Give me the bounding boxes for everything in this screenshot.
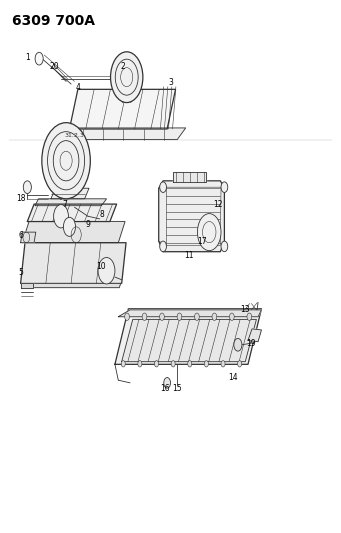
Circle shape — [212, 313, 217, 320]
Text: 31.2.3: 31.2.3 — [64, 133, 84, 138]
Circle shape — [98, 257, 115, 284]
Text: 10: 10 — [97, 262, 106, 271]
Circle shape — [171, 361, 175, 367]
Polygon shape — [51, 188, 89, 199]
Circle shape — [35, 52, 43, 65]
Circle shape — [160, 241, 166, 252]
Text: 8: 8 — [99, 210, 104, 219]
Circle shape — [160, 313, 164, 320]
Polygon shape — [61, 128, 186, 140]
Polygon shape — [35, 199, 106, 206]
Polygon shape — [27, 204, 117, 222]
Text: 4: 4 — [75, 83, 80, 92]
Polygon shape — [22, 222, 125, 243]
Text: 2: 2 — [121, 62, 126, 71]
Text: 13: 13 — [240, 305, 249, 314]
Circle shape — [63, 217, 75, 236]
Circle shape — [121, 361, 125, 367]
Polygon shape — [115, 309, 262, 365]
Polygon shape — [159, 181, 224, 252]
Circle shape — [160, 182, 166, 192]
Text: 16: 16 — [161, 384, 170, 393]
Circle shape — [154, 361, 159, 367]
Circle shape — [125, 313, 129, 320]
Polygon shape — [122, 319, 256, 362]
Text: 7: 7 — [62, 199, 67, 208]
Circle shape — [177, 313, 182, 320]
Circle shape — [204, 361, 208, 367]
Polygon shape — [21, 284, 121, 288]
Circle shape — [138, 361, 142, 367]
Polygon shape — [173, 172, 206, 182]
Text: 9: 9 — [86, 220, 90, 229]
Circle shape — [234, 338, 242, 351]
Circle shape — [42, 123, 90, 199]
Circle shape — [221, 361, 225, 367]
Circle shape — [188, 361, 192, 367]
Circle shape — [238, 361, 242, 367]
Text: 17: 17 — [198, 237, 207, 246]
Polygon shape — [20, 243, 126, 284]
Circle shape — [221, 241, 228, 252]
Polygon shape — [20, 284, 33, 288]
Circle shape — [197, 214, 221, 251]
Circle shape — [229, 313, 234, 320]
Text: 6309 700A: 6309 700A — [12, 14, 95, 28]
Text: 12: 12 — [213, 199, 222, 208]
Text: 3: 3 — [168, 78, 173, 87]
Circle shape — [54, 205, 69, 228]
Text: 18: 18 — [16, 195, 25, 203]
Text: 20: 20 — [49, 62, 59, 71]
Circle shape — [221, 182, 228, 192]
Text: 14: 14 — [228, 373, 238, 382]
Polygon shape — [70, 90, 176, 129]
Text: 5: 5 — [18, 268, 23, 277]
Text: 19: 19 — [247, 338, 256, 348]
Circle shape — [247, 313, 252, 320]
Text: 6: 6 — [18, 231, 23, 240]
Text: 15: 15 — [173, 384, 182, 393]
Circle shape — [23, 181, 31, 193]
Polygon shape — [20, 232, 36, 243]
Circle shape — [164, 377, 170, 388]
Text: 11: 11 — [184, 252, 194, 261]
Polygon shape — [118, 310, 262, 317]
Circle shape — [142, 313, 147, 320]
Circle shape — [195, 313, 199, 320]
Polygon shape — [248, 329, 262, 342]
Text: 1: 1 — [25, 53, 30, 62]
Circle shape — [110, 52, 143, 102]
